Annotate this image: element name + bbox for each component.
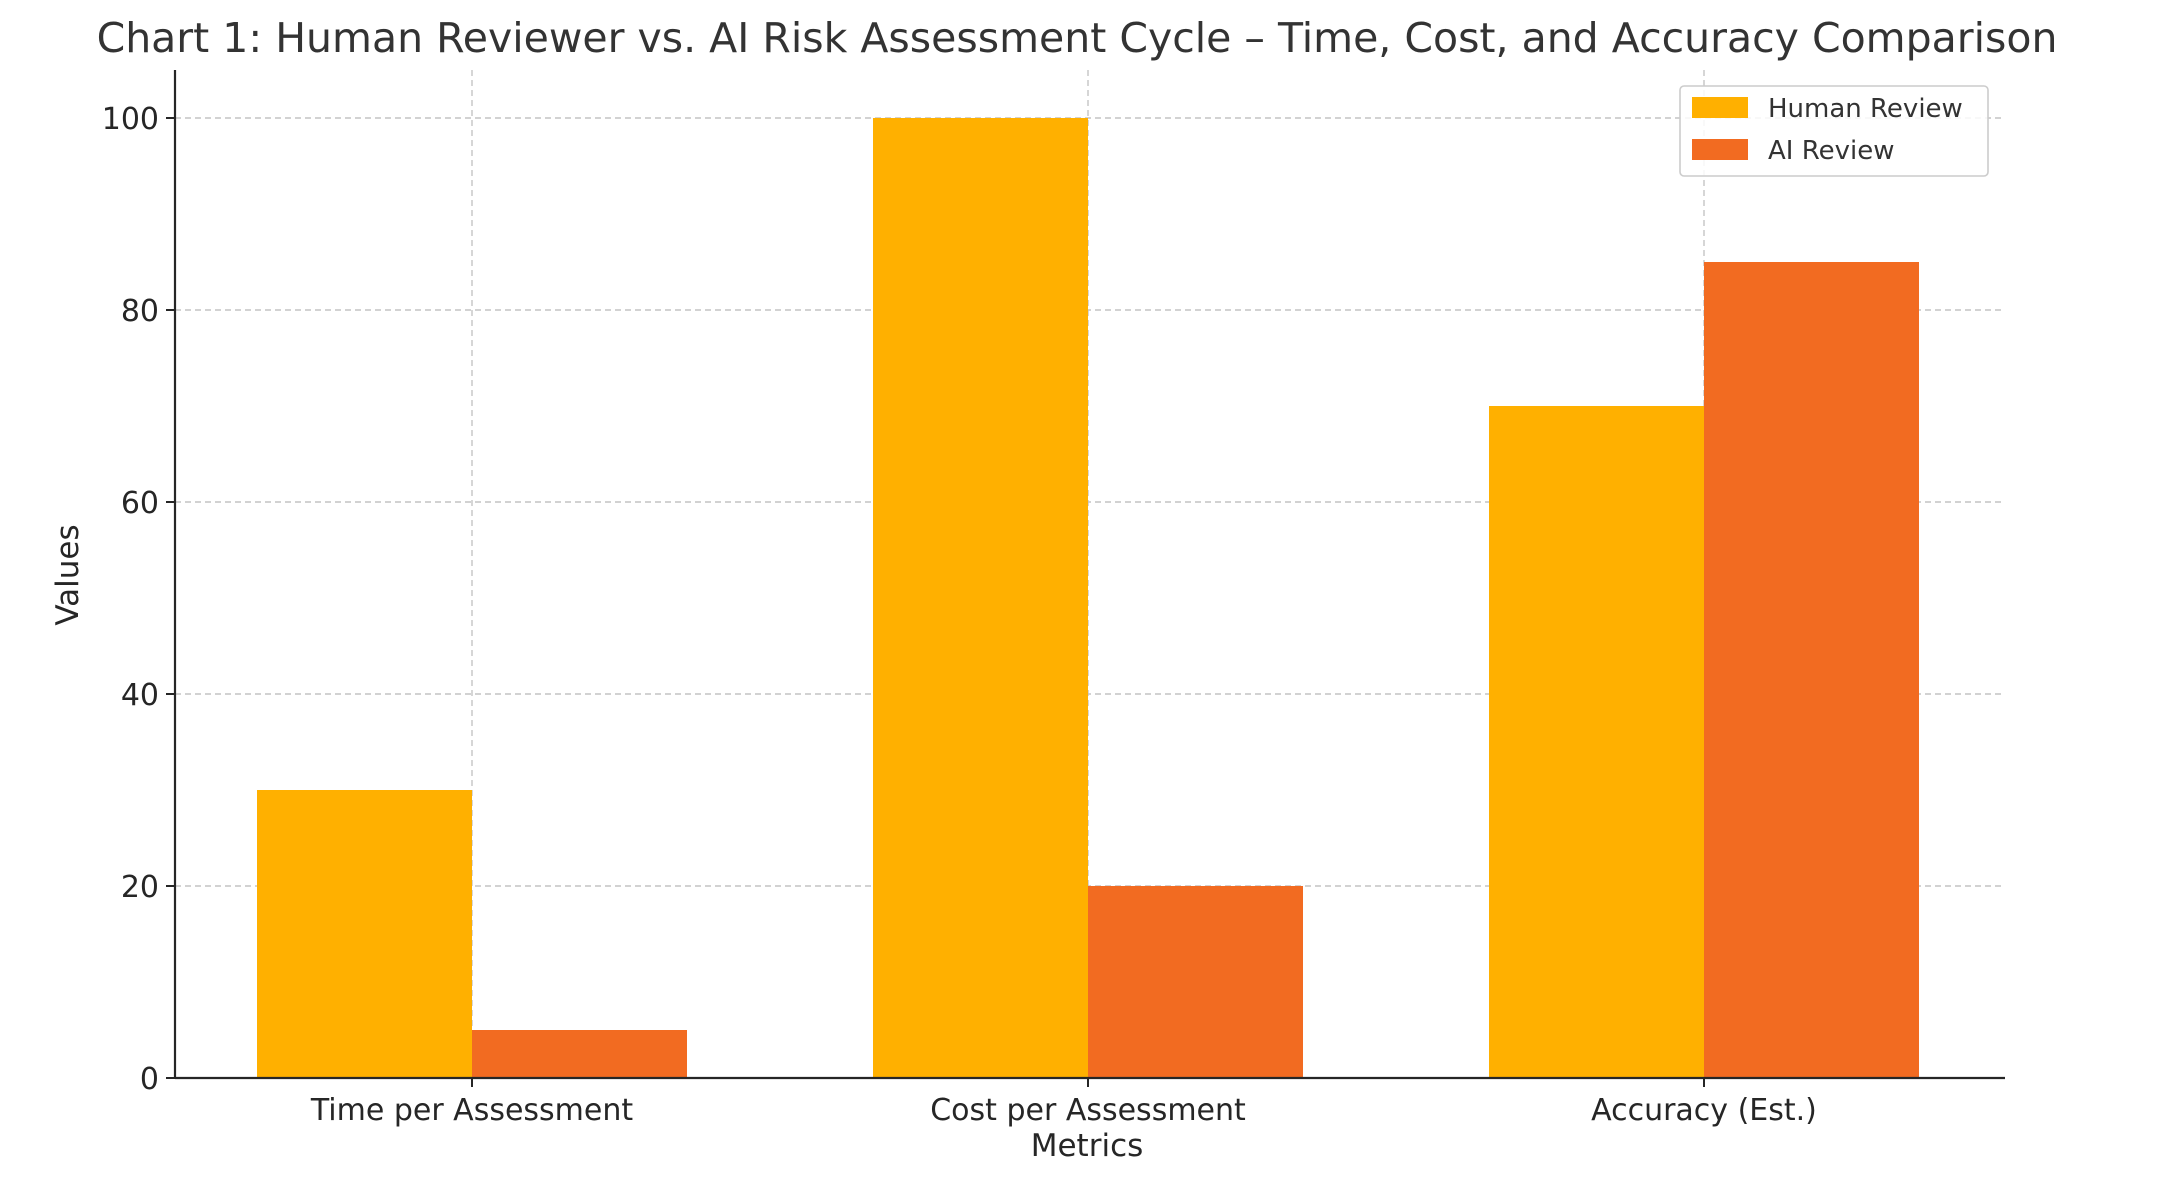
chart-title: Chart 1: Human Reviewer vs. AI Risk Asse… <box>97 14 2058 62</box>
x-tick-label: Cost per Assessment <box>930 1093 1246 1128</box>
bar-human-review <box>1489 406 1704 1078</box>
ticks-layer: 0 20 40 60 80 100 Time per Assessment Cost per … <box>102 102 1817 1128</box>
x-axis-label: Metrics <box>1031 1128 1144 1164</box>
bar-ai-review <box>1704 262 1919 1078</box>
legend-swatch-ai-review <box>1692 139 1748 160</box>
bar-ai-review <box>1088 886 1303 1078</box>
x-tick-label: Time per Assessment <box>310 1093 634 1128</box>
y-tick-label: 60 <box>121 486 159 521</box>
y-tick-label: 0 <box>140 1062 159 1097</box>
y-tick-label: 80 <box>121 294 159 329</box>
legend-frame <box>1679 85 1989 177</box>
y-tick-label: 20 <box>121 870 159 905</box>
bars-layer <box>257 118 1919 1078</box>
y-tick-label: 40 <box>121 678 159 713</box>
x-tick-label: Accuracy (Est.) <box>1591 1093 1817 1128</box>
legend-label-ai-review: AI Review <box>1768 136 1894 166</box>
y-tick-label: 100 <box>102 102 159 137</box>
bar-ai-review <box>472 1030 687 1078</box>
legend: Human Review AI Review <box>1679 85 1989 177</box>
axes-layer <box>173 70 2005 1080</box>
legend-swatch-human-review <box>1692 97 1748 118</box>
bar-human-review <box>257 790 472 1078</box>
bar-human-review <box>873 118 1088 1078</box>
legend-label-human-review: Human Review <box>1768 94 1963 124</box>
y-axis-label: Values <box>50 524 86 625</box>
